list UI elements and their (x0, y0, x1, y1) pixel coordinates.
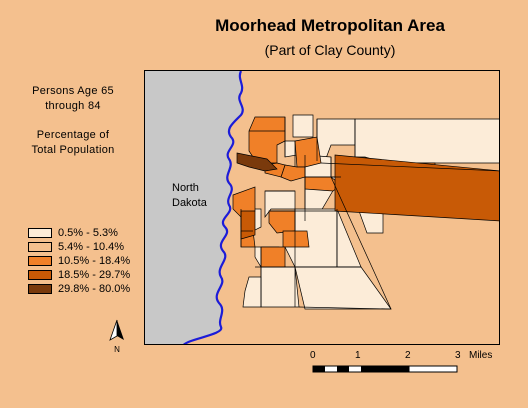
tract (240, 210, 256, 240)
tract (354, 118, 499, 164)
tract (260, 266, 300, 308)
legend-heading: Persons Age 65 through 84 (32, 85, 114, 112)
north-dakota-label: North Dakota (172, 182, 207, 209)
scale-tick-label: 3 (455, 350, 461, 361)
legend-swatch (28, 242, 52, 252)
scale-tick-label: 0 (310, 350, 316, 361)
legend-label: 18.5% - 29.7% (58, 269, 131, 281)
legend-item: 5.4% - 10.4% (28, 240, 130, 254)
legend-item: 0.5% - 5.3% (28, 226, 130, 240)
tract-boundaries (240, 117, 499, 310)
tract (260, 246, 286, 268)
scale-labels: 0 1 2 3 Miles (305, 350, 505, 364)
legend-swatch (28, 284, 52, 294)
tract (236, 152, 278, 172)
scale-bar: 0 1 2 3 Miles (305, 350, 505, 383)
legend-label: 10.5% - 18.4% (58, 255, 131, 267)
scale-graphic (312, 365, 458, 373)
choropleth-map (145, 71, 499, 344)
map-subtitle: (Part of Clay County) (264, 42, 396, 58)
red-river (183, 71, 244, 344)
north-arrow-label: N (114, 345, 120, 354)
legend-item: 18.5% - 29.7% (28, 268, 130, 282)
legend: 0.5% - 5.3% 5.4% - 10.4% 10.5% - 18.4% 1… (28, 226, 130, 296)
map-title: Moorhead Metropolitan Area (215, 16, 445, 35)
legend-swatch (28, 270, 52, 280)
legend-swatch (28, 256, 52, 266)
legend-swatch (28, 228, 52, 238)
tract (242, 276, 262, 308)
tract (282, 230, 310, 248)
tract (294, 136, 322, 168)
tract (334, 154, 499, 222)
legend-subheading: Percentage of Total Population (31, 129, 115, 156)
title-block: Moorhead Metropolitan Area (Part of Clay… (160, 16, 500, 58)
map-frame (144, 70, 500, 345)
scale-tick-label: 1 (355, 350, 361, 361)
legend-label: 29.8% - 80.0% (58, 283, 131, 295)
legend-item: 29.8% - 80.0% (28, 282, 130, 296)
scale-tick-label: 2 (405, 350, 411, 361)
north-arrow-icon: N (109, 319, 124, 354)
legend-label: 0.5% - 5.3% (58, 227, 118, 239)
legend-item: 10.5% - 18.4% (28, 254, 130, 268)
scale-unit: Miles (469, 350, 493, 361)
north-dakota-area (145, 71, 243, 344)
legend-label: 5.4% - 10.4% (58, 241, 125, 253)
tract (292, 114, 314, 138)
